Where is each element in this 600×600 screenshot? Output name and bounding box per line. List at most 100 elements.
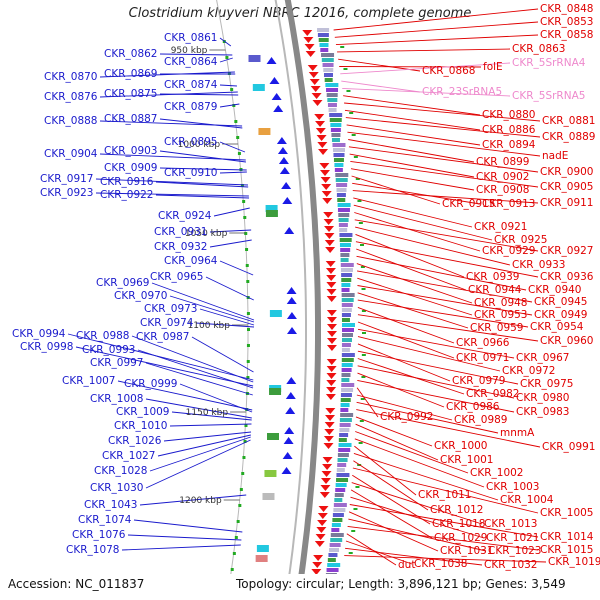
gene-label-left: CKR_1009 (116, 406, 169, 418)
feature-block (341, 343, 351, 347)
leader-line (345, 547, 483, 566)
feature-block (341, 303, 353, 307)
feature-block (336, 183, 348, 187)
inner-arc (274, 0, 307, 600)
gene-label-right: CKR_0853 (540, 16, 593, 28)
leader-line (159, 93, 239, 96)
feature-block (341, 288, 350, 292)
reverse-gene-arrow (315, 121, 326, 127)
tick-mark (244, 424, 248, 427)
feature-block (329, 113, 343, 117)
leader-line (155, 181, 249, 188)
feature-block (341, 308, 352, 312)
leader-line (75, 346, 254, 387)
gene-label-left: CKR_0895 (164, 136, 217, 148)
leader-line (219, 37, 232, 47)
reverse-gene-arrow (318, 149, 329, 155)
leader-line (346, 124, 481, 146)
leader-line (352, 182, 481, 205)
leader-line (199, 308, 255, 326)
gene-label-right: CKR_0913 (482, 198, 535, 210)
gene-label-right: CKR_0915 (442, 198, 495, 210)
forward-gene-arrow (282, 197, 293, 204)
feature-block (341, 328, 354, 332)
feature-block (339, 238, 352, 242)
leader-line (149, 436, 251, 472)
gene-label-left: CKR_0923 (40, 187, 93, 199)
gene-label-right: CKR_1038 (414, 558, 467, 570)
leader-line (335, 34, 539, 46)
gene-label-left: CKR_1078 (66, 544, 119, 556)
gene-label-left: CKR_0887 (104, 113, 157, 125)
map-title: Clostridium kluyveri NBRC 12016, complet… (128, 6, 472, 21)
gene-label-left: CKR_0870 (44, 71, 97, 83)
forward-gene-arrow (285, 407, 296, 414)
leader-line (356, 263, 473, 304)
feature-block (339, 228, 348, 232)
gene-label-right: CKR_1014 (540, 531, 594, 543)
feature-tile (255, 555, 268, 562)
outer-tick-mark (361, 354, 366, 356)
reverse-gene-arrow (324, 429, 335, 435)
leader-line (357, 314, 539, 342)
tick-mark (243, 440, 247, 443)
leader-line (353, 452, 499, 501)
gene-label-right: CKR_0905 (540, 181, 593, 193)
leader-line (351, 482, 483, 525)
gene-label-right: CKR_0983 (516, 406, 569, 418)
feature-block (341, 293, 355, 297)
gene-label-right: CKR_0967 (516, 352, 569, 364)
feature-block (332, 518, 343, 522)
scale-label: 1100 kbp (188, 321, 231, 331)
gene-label-right: CKR_0908 (476, 184, 529, 196)
inner-ring-arc (216, 0, 249, 600)
feature-block (340, 263, 354, 267)
gene-label-left: CKR_0875 (104, 88, 157, 100)
outer-tick-mark (343, 68, 348, 70)
leader-line (163, 431, 252, 442)
leader-line (357, 350, 519, 385)
gene-label-right: CKR_0953 (474, 309, 527, 321)
forward-gene-arrow (279, 167, 290, 174)
gene-label-right: CKR_0863 (512, 43, 565, 55)
reverse-gene-arrow (326, 366, 337, 372)
gene-label-right: CKR_5SrRNA4 (512, 57, 586, 69)
gene-label-left: CKR_0994 (12, 328, 66, 340)
leader-line (354, 445, 417, 496)
feature-block (337, 208, 350, 212)
feature-tile (269, 388, 282, 395)
leader-line (337, 48, 511, 53)
tick-mark (246, 376, 250, 379)
feature-block (332, 143, 346, 147)
feature-block (330, 128, 341, 132)
leader-line (191, 336, 254, 373)
leader-line (179, 383, 253, 413)
gene-label-right: CKR_0921 (474, 221, 527, 233)
gene-label-right: CKR_0945 (534, 296, 587, 308)
forward-gene-arrow (269, 77, 280, 84)
reverse-gene-arrow (312, 562, 323, 568)
reverse-gene-arrow (308, 72, 319, 78)
feature-block (325, 83, 339, 87)
gene-label-left: CKR_0879 (164, 101, 217, 113)
gene-label-right: CKR_0975 (520, 378, 573, 390)
leader-line (352, 467, 539, 514)
leader-line (347, 525, 539, 551)
reverse-gene-arrow (311, 93, 322, 99)
reverse-gene-arrow (322, 457, 333, 463)
leader-line (350, 168, 475, 191)
gene-label-right: CKR_0940 (528, 284, 581, 296)
feature-block (323, 73, 333, 77)
forward-gene-arrow (281, 182, 292, 189)
feature-block (335, 173, 349, 177)
feature-block (330, 538, 343, 542)
reverse-gene-arrow (325, 408, 336, 414)
outer-tick-mark (346, 90, 351, 92)
gene-label-right: CKR_5SrRNA5 (512, 90, 585, 102)
gene-label-left: CKR_1026 (108, 435, 162, 447)
gene-label-right: CKR_0960 (540, 335, 593, 347)
feature-block (340, 398, 351, 402)
leader-line (219, 171, 247, 174)
tick-mark (245, 264, 249, 267)
forward-gene-arrow (271, 93, 282, 100)
